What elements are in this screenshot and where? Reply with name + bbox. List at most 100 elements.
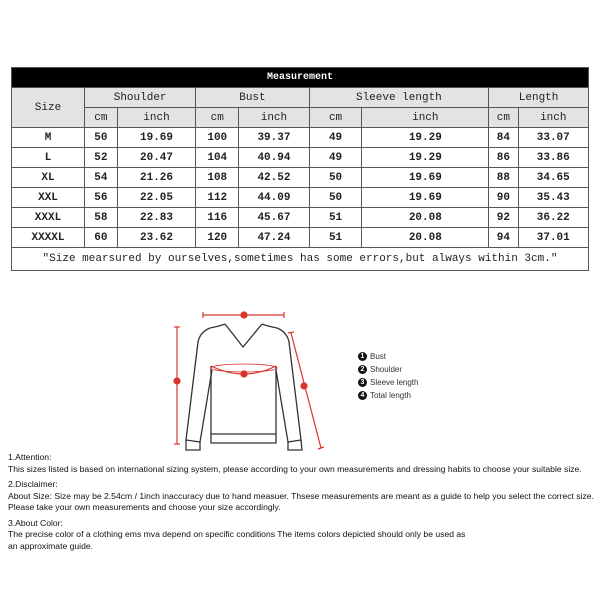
legend-label: Total length xyxy=(370,391,411,400)
table-row: XXXXL 60 23.62 120 47.24 51 20.08 94 37.01 xyxy=(11,227,590,248)
value-cell: 40.94 xyxy=(238,147,310,168)
table-row: L 52 20.47 104 40.94 49 19.29 86 33.86 xyxy=(11,147,590,168)
value-cell: 33.86 xyxy=(517,147,590,168)
value-cell: 36.22 xyxy=(517,207,590,228)
value-cell: 45.67 xyxy=(238,207,310,228)
number-1-icon: 1 xyxy=(358,352,367,361)
value-cell: 52 xyxy=(84,147,118,168)
table-row: XXXL 58 22.83 116 45.67 51 20.08 92 36.22 xyxy=(11,207,590,228)
value-cell: 35.43 xyxy=(517,187,590,208)
value-cell: 49 xyxy=(308,147,363,168)
value-cell: 84 xyxy=(488,127,519,148)
value-cell: 20.47 xyxy=(116,147,197,168)
unit-header: cm xyxy=(195,107,240,128)
table-row: XL 54 21.26 108 42.52 50 19.69 88 34.65 xyxy=(11,167,590,188)
table-title: Measurement xyxy=(11,67,589,88)
value-cell: 47.24 xyxy=(238,227,310,248)
table-row: XXL 56 22.05 112 44.09 50 19.69 90 35.43 xyxy=(11,187,590,208)
note-text: This sizes listed is based on internatio… xyxy=(8,463,582,474)
value-cell: 100 xyxy=(195,127,240,148)
value-cell: 50 xyxy=(84,127,118,148)
unit-header: cm xyxy=(84,107,118,128)
value-cell: 23.62 xyxy=(116,227,197,248)
value-cell: 88 xyxy=(488,167,519,188)
size-cell: L xyxy=(11,147,85,168)
value-cell: 86 xyxy=(488,147,519,168)
value-cell: 94 xyxy=(488,227,519,248)
group-header-length: Length xyxy=(488,87,589,108)
sleeve-measure-line xyxy=(290,332,322,449)
unit-header: inch xyxy=(238,107,310,128)
legend-item-sleeve-length: 3 Sleeve length xyxy=(358,376,418,389)
legend-label: Sleeve length xyxy=(370,378,419,387)
value-cell: 104 xyxy=(195,147,240,168)
note-text: About Size: Size may be 2.54cm / 1inch i… xyxy=(8,490,594,501)
value-cell: 120 xyxy=(195,227,240,248)
number-4-icon: 4 xyxy=(358,391,367,400)
sweater-measurement-diagram xyxy=(173,311,325,451)
value-cell: 90 xyxy=(488,187,519,208)
size-cell: XL xyxy=(11,167,85,188)
value-cell: 20.08 xyxy=(361,227,490,248)
value-cell: 54 xyxy=(84,167,118,188)
number-2-icon: 2 xyxy=(358,365,367,374)
shoulder-marker-icon xyxy=(240,311,248,319)
note-heading: 2.Disclaimer: xyxy=(8,479,58,489)
size-header: Size xyxy=(11,87,85,128)
value-cell: 21.26 xyxy=(116,167,197,188)
value-cell: 22.05 xyxy=(116,187,197,208)
value-cell: 19.29 xyxy=(361,147,490,168)
number-3-icon: 3 xyxy=(358,378,367,387)
length-marker-icon xyxy=(173,377,181,385)
note-heading: 1.Attention: xyxy=(8,452,52,462)
value-cell: 19.29 xyxy=(361,127,490,148)
value-cell: 37.01 xyxy=(517,227,590,248)
value-cell: 92 xyxy=(488,207,519,228)
bust-marker-icon xyxy=(240,370,248,378)
value-cell: 49 xyxy=(308,127,363,148)
size-chart-table: Measurement Size Shoulder Bust Sleeve le… xyxy=(11,67,590,271)
value-cell: 19.69 xyxy=(361,167,490,188)
note-text: The precise color of a clothing ems mva … xyxy=(8,529,466,539)
legend-item-bust: 1 Bust xyxy=(358,350,418,363)
value-cell: 44.09 xyxy=(238,187,310,208)
value-cell: 34.65 xyxy=(517,167,590,188)
value-cell: 60 xyxy=(84,227,118,248)
value-cell: 51 xyxy=(308,207,363,228)
size-cell: XXXXL xyxy=(11,227,85,248)
value-cell: 50 xyxy=(308,167,363,188)
legend-item-shoulder: 2 Shoulder xyxy=(358,363,418,376)
value-cell: 19.69 xyxy=(116,127,197,148)
value-cell: 58 xyxy=(84,207,118,228)
sleeve-marker-icon xyxy=(300,382,308,390)
legend-item-total-length: 4 Total length xyxy=(358,389,418,402)
diagram-legend: 1 Bust 2 Shoulder 3 Sleeve length 4 Total le… xyxy=(358,350,418,402)
value-cell: 42.52 xyxy=(238,167,310,188)
unit-header: cm xyxy=(308,107,363,128)
group-header-shoulder: Shoulder xyxy=(83,87,197,108)
value-cell: 56 xyxy=(84,187,118,208)
value-cell: 39.37 xyxy=(238,127,310,148)
value-cell: 51 xyxy=(308,227,363,248)
note-text: an approximate guide. xyxy=(8,540,94,551)
value-cell: 20.08 xyxy=(361,207,490,228)
group-header-bust: Bust xyxy=(195,87,310,108)
unit-header: inch xyxy=(116,107,197,128)
group-header-sleeve: Sleeve length xyxy=(308,87,490,108)
size-cell: XXL xyxy=(11,187,85,208)
table-footnote: "Size mearsured by ourselves,sometimes h… xyxy=(11,247,589,271)
notes-section: 1.Attention: This sizes listed is based o… xyxy=(8,448,594,552)
value-cell: 22.83 xyxy=(116,207,197,228)
note-text: Please take your own measurements and ch… xyxy=(8,502,281,512)
size-cell: XXXL xyxy=(11,207,85,228)
value-cell: 33.07 xyxy=(517,127,590,148)
legend-label: Shoulder xyxy=(370,365,403,374)
value-cell: 108 xyxy=(195,167,240,188)
value-cell: 112 xyxy=(195,187,240,208)
size-cell: M xyxy=(11,127,85,148)
value-cell: 116 xyxy=(195,207,240,228)
sweater-outline xyxy=(185,323,303,451)
legend-label: Bust xyxy=(370,352,387,361)
unit-header: inch xyxy=(517,107,590,128)
unit-header: cm xyxy=(488,107,519,128)
